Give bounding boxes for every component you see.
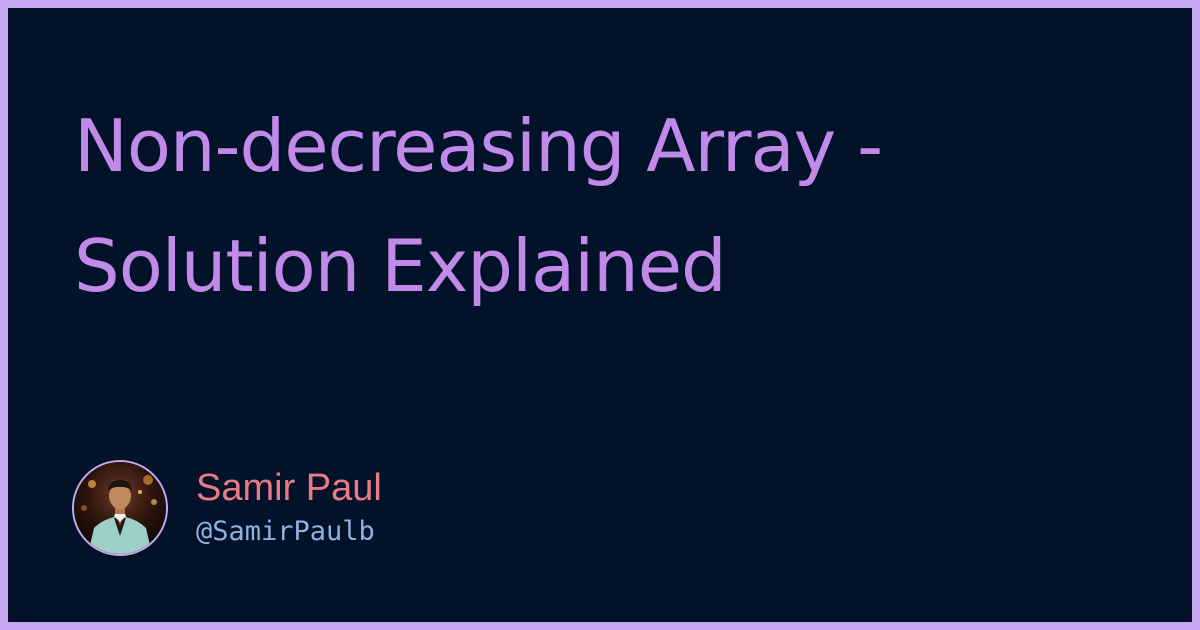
author-handle: @SamirPaulb — [196, 516, 375, 547]
author-text: Samir Paul @SamirPaulb — [196, 466, 382, 550]
author-name: Samir Paul — [196, 467, 382, 509]
post-title: Non-decreasing Array - Solution Explaine… — [74, 104, 883, 308]
author-block: Samir Paul @SamirPaulb — [72, 458, 382, 558]
person-photo-avatar-icon — [74, 462, 166, 554]
author-avatar — [72, 460, 168, 556]
